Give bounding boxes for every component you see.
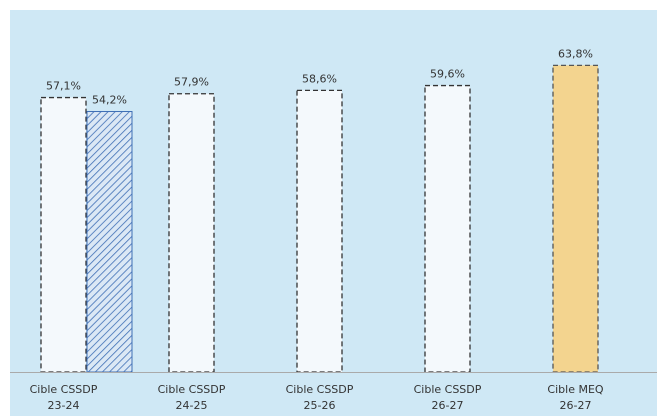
category-label-line1: Cible CSSDP	[30, 383, 98, 396]
category-label-line1: Cible CSSDP	[286, 383, 354, 396]
category-label-line2: 25-26	[304, 399, 336, 412]
category-label-line2: 24-25	[176, 399, 208, 412]
bar-25-26-target	[296, 89, 343, 373]
data-label: 59,6%	[430, 68, 465, 81]
labels-layer: 57,1% 54,2% Cible CSSDP 23-24 57,9% Cible CSS…	[30, 47, 604, 412]
bar-23-24-target	[40, 96, 87, 373]
category-label-line2: 26-27	[560, 399, 592, 412]
category-label-line1: Cible CSSDP	[414, 383, 482, 396]
bars-layer	[40, 64, 599, 373]
category-label-line2: 23-24	[48, 399, 80, 412]
category-label-line2: 26-27	[432, 399, 464, 412]
bar-26-27-meq	[552, 64, 599, 373]
bar-26-27-target	[424, 84, 471, 373]
bar-24-25-target	[168, 93, 215, 373]
data-label: 57,1%	[46, 80, 81, 93]
bar-23-24-actual	[86, 111, 133, 373]
category-label-line1: Cible MEQ	[547, 383, 603, 396]
data-label: 54,2%	[92, 94, 127, 107]
data-label: 63,8%	[558, 47, 593, 60]
data-label: 58,6%	[302, 72, 337, 85]
data-label: 57,9%	[174, 76, 209, 89]
category-label-line1: Cible CSSDP	[158, 383, 226, 396]
